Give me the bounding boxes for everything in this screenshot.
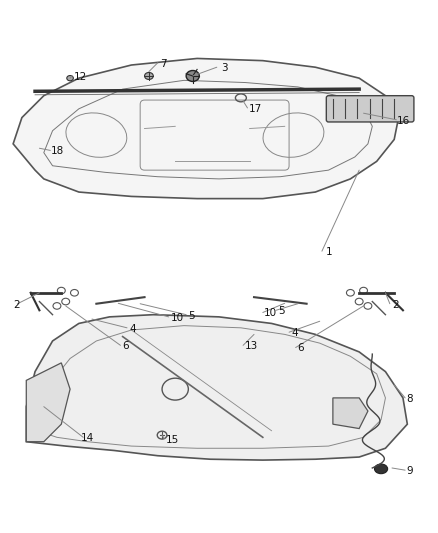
Polygon shape (26, 363, 70, 442)
Text: 17: 17 (249, 104, 262, 114)
FancyBboxPatch shape (326, 96, 414, 122)
Text: 4: 4 (291, 328, 298, 338)
Text: 10: 10 (171, 313, 184, 323)
Polygon shape (13, 59, 399, 199)
Text: 5: 5 (278, 306, 285, 316)
Text: 16: 16 (397, 116, 410, 126)
Ellipse shape (67, 76, 73, 81)
Text: 6: 6 (297, 343, 304, 353)
Text: 12: 12 (74, 72, 87, 82)
Text: 5: 5 (188, 311, 195, 320)
Text: 4: 4 (129, 324, 136, 334)
Text: 1: 1 (326, 247, 333, 257)
Text: 10: 10 (264, 309, 277, 318)
Ellipse shape (374, 464, 388, 474)
Text: 6: 6 (122, 341, 128, 351)
Polygon shape (26, 314, 407, 460)
Polygon shape (333, 398, 368, 429)
Text: 2: 2 (392, 300, 399, 310)
Text: 13: 13 (244, 341, 258, 351)
Text: 8: 8 (406, 394, 413, 404)
Text: 15: 15 (166, 435, 179, 445)
Ellipse shape (145, 72, 153, 79)
Ellipse shape (186, 70, 199, 82)
Text: 14: 14 (81, 433, 94, 443)
Text: 18: 18 (51, 146, 64, 156)
Text: 2: 2 (13, 300, 20, 310)
Text: 3: 3 (221, 63, 228, 73)
Text: 9: 9 (406, 466, 413, 476)
Text: 7: 7 (160, 59, 166, 69)
